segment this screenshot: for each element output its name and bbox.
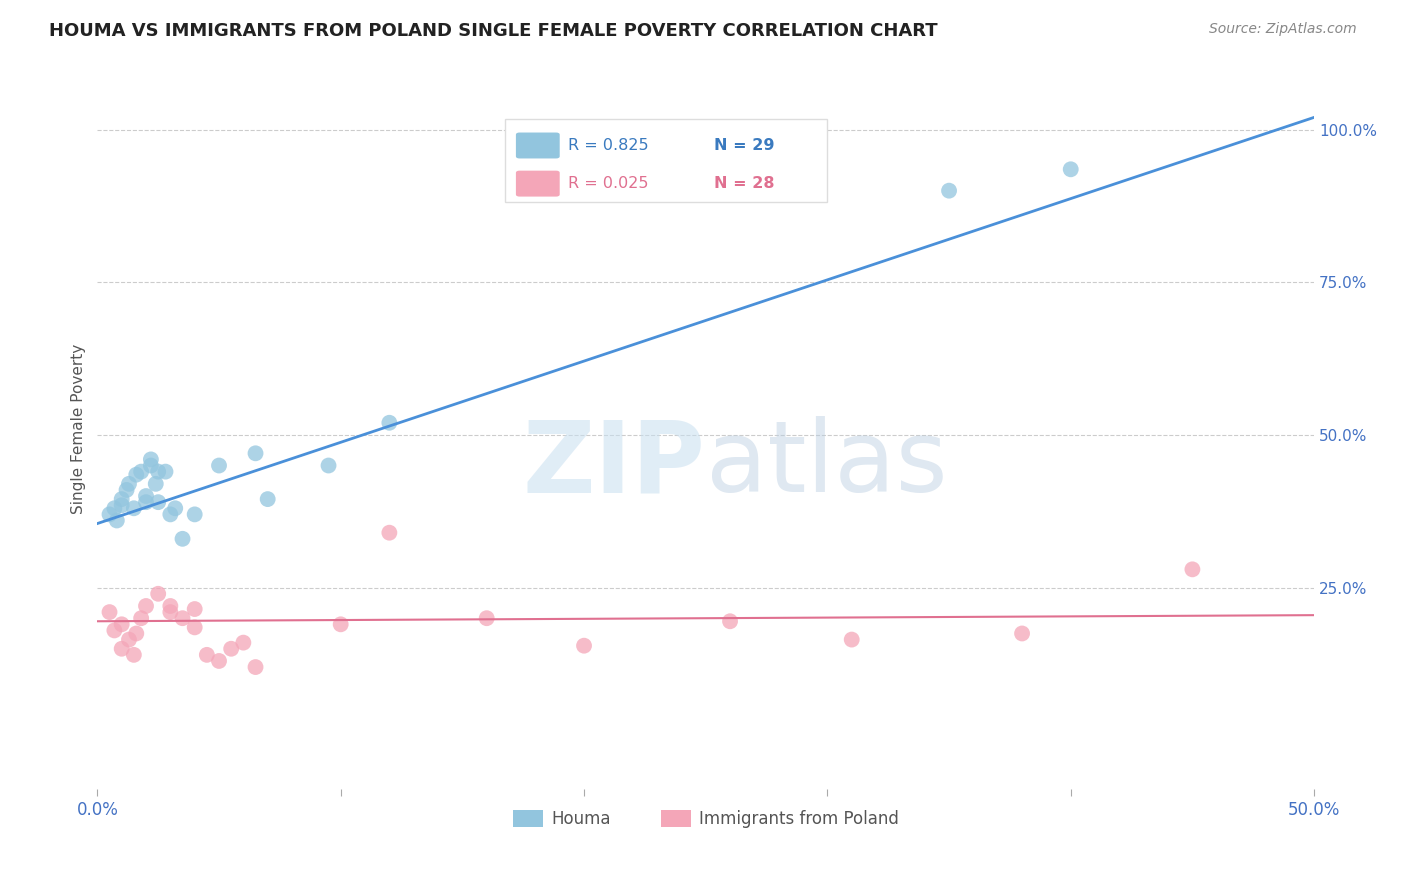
Point [135, 489, 157, 503]
Point [98, 605, 121, 619]
Point [208, 654, 231, 668]
Point [159, 599, 181, 613]
Point [139, 458, 162, 473]
Legend: Houma, Immigrants from Poland: Houma, Immigrants from Poland [506, 804, 905, 835]
FancyBboxPatch shape [516, 170, 560, 196]
Point [183, 602, 205, 616]
Point [208, 458, 231, 473]
Text: R = 0.825: R = 0.825 [568, 138, 648, 153]
Point [183, 508, 205, 522]
Point [232, 635, 254, 649]
Point [183, 620, 205, 634]
Point [139, 452, 162, 467]
Point [245, 446, 267, 460]
Point [256, 492, 278, 507]
Text: N = 29: N = 29 [714, 138, 775, 153]
Point [122, 501, 145, 516]
Text: HOUMA VS IMMIGRANTS FROM POLAND SINGLE FEMALE POVERTY CORRELATION CHART: HOUMA VS IMMIGRANTS FROM POLAND SINGLE F… [49, 22, 938, 40]
Point [118, 632, 141, 647]
Point [148, 465, 170, 479]
Point [155, 465, 177, 479]
Point [125, 626, 148, 640]
Point [111, 641, 134, 656]
Point [118, 476, 141, 491]
Point [1011, 626, 1033, 640]
Point [159, 605, 181, 619]
Point [378, 525, 401, 540]
Point [1060, 162, 1083, 177]
Text: N = 28: N = 28 [714, 176, 775, 191]
Point [572, 639, 595, 653]
Point [115, 483, 138, 497]
Point [122, 648, 145, 662]
Point [98, 508, 121, 522]
Point [165, 501, 187, 516]
Text: ZIP: ZIP [523, 417, 706, 514]
Text: R = 0.025: R = 0.025 [568, 176, 648, 191]
Point [475, 611, 498, 625]
Point [148, 495, 170, 509]
Point [718, 614, 741, 628]
Point [1181, 562, 1204, 576]
Text: atlas: atlas [706, 417, 948, 514]
Point [219, 641, 242, 656]
Point [135, 495, 157, 509]
Point [378, 416, 401, 430]
Point [329, 617, 352, 632]
Text: Source: ZipAtlas.com: Source: ZipAtlas.com [1209, 22, 1357, 37]
FancyBboxPatch shape [516, 133, 560, 159]
Point [129, 465, 152, 479]
Point [195, 648, 218, 662]
FancyBboxPatch shape [505, 119, 827, 202]
Y-axis label: Single Female Poverty: Single Female Poverty [72, 343, 86, 514]
Point [129, 611, 152, 625]
Point [103, 624, 125, 638]
Point [105, 514, 128, 528]
Point [103, 501, 125, 516]
Point [172, 611, 194, 625]
Point [318, 458, 340, 473]
Point [148, 587, 170, 601]
Point [125, 467, 148, 482]
Point [938, 184, 960, 198]
Point [111, 492, 134, 507]
Point [245, 660, 267, 674]
Point [111, 617, 134, 632]
Point [841, 632, 863, 647]
Point [145, 476, 167, 491]
Point [159, 508, 181, 522]
Point [135, 599, 157, 613]
Point [172, 532, 194, 546]
Point [111, 498, 134, 512]
